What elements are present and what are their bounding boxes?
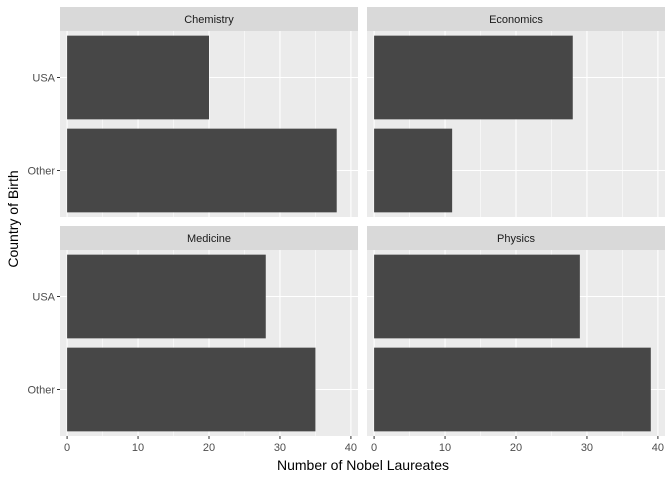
y-tick-label: USA xyxy=(32,292,55,304)
x-tick-label: 30 xyxy=(274,442,286,454)
y-tick-label: Other xyxy=(27,166,55,178)
panel-medicine: Medicine USA Other 0 10 20 30 40 xyxy=(27,226,358,454)
panel-title: Physics xyxy=(497,233,535,245)
panel-strip xyxy=(367,226,665,250)
panel-title: Chemistry xyxy=(184,14,234,26)
x-tick-label: 0 xyxy=(64,442,70,454)
bar-usa xyxy=(67,254,266,339)
y-tick-label: USA xyxy=(32,73,55,85)
bar-usa xyxy=(374,254,580,339)
x-tick-label: 30 xyxy=(581,442,593,454)
y-tick-label: Other xyxy=(27,385,55,397)
bar-usa xyxy=(67,35,209,120)
panel-strip xyxy=(60,7,358,31)
panel-strip xyxy=(367,7,665,31)
panel-physics: Physics 0 10 20 30 40 xyxy=(367,226,665,454)
bar-other xyxy=(374,347,651,432)
x-tick-label: 40 xyxy=(345,442,357,454)
bar-other xyxy=(374,128,453,213)
x-tick-label: 10 xyxy=(439,442,451,454)
bar-other xyxy=(67,128,337,213)
x-tick-label: 10 xyxy=(132,442,144,454)
panel-strip xyxy=(60,226,358,250)
x-tick-label: 0 xyxy=(371,442,377,454)
panel-economics: Economics xyxy=(367,7,665,217)
panels-layer: Chemistry USA Other Economics Medicine USA Oth… xyxy=(27,7,665,454)
x-tick-label: 40 xyxy=(652,442,664,454)
x-tick-label: 20 xyxy=(203,442,215,454)
bar-other xyxy=(67,347,316,432)
x-tick-label: 20 xyxy=(510,442,522,454)
panel-title: Economics xyxy=(489,14,543,26)
x-axis-title: Number of Nobel Laureates xyxy=(277,457,449,473)
panel-chemistry: Chemistry USA Other xyxy=(27,7,358,217)
bar-usa xyxy=(374,35,573,120)
y-axis-title: Country of Birth xyxy=(5,170,21,267)
panel-title: Medicine xyxy=(187,233,231,245)
